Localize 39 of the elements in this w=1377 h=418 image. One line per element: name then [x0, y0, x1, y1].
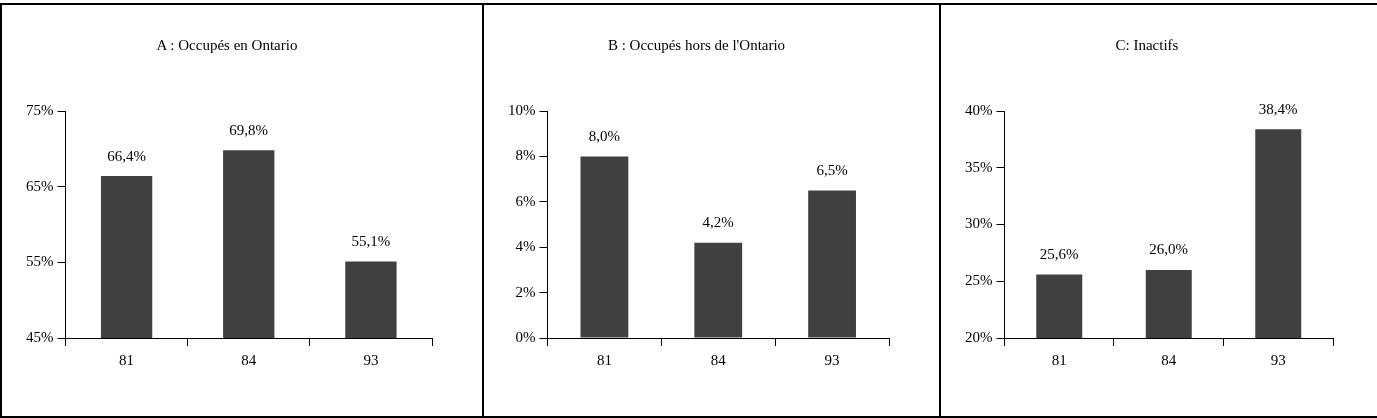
x-tick-label: 81	[596, 351, 612, 368]
x-tick-label: 93	[1270, 351, 1286, 368]
data-label: 26,0%	[1149, 241, 1189, 258]
data-label: 66,4%	[107, 147, 146, 164]
y-tick-label: 30%	[965, 215, 993, 232]
y-tick-label: 20%	[965, 328, 993, 345]
data-label: 55,1%	[351, 233, 391, 250]
y-tick-label: 6%	[515, 192, 536, 209]
data-label: 38,4%	[1258, 100, 1298, 117]
data-label: 4,2%	[702, 214, 734, 231]
chart-title: C: Inactifs	[1115, 36, 1179, 53]
chart-title: B : Occupés hors de l'Ontario	[607, 36, 786, 53]
y-tick-label: 65%	[26, 177, 54, 194]
y-tick-label: 75%	[26, 101, 54, 118]
bar	[808, 190, 856, 338]
data-label: 25,6%	[1039, 245, 1079, 262]
bar	[694, 242, 743, 338]
data-label: 6,5%	[816, 161, 848, 178]
y-tick-label: 35%	[965, 158, 993, 175]
x-tick-label: 81	[119, 351, 135, 368]
y-tick-label: 45%	[26, 328, 54, 345]
y-tick-label: 40%	[965, 101, 993, 118]
x-tick-label: 84	[710, 351, 727, 368]
x-tick-label: 81	[1051, 351, 1067, 368]
data-label: 69,8%	[229, 121, 269, 138]
y-tick-label: 10%	[508, 101, 536, 118]
x-tick-label: 93	[824, 351, 840, 368]
x-tick-label: 84	[241, 351, 257, 368]
y-tick-label: 8%	[515, 147, 536, 164]
x-tick-label: 84	[1161, 351, 1177, 368]
x-tick-label: 93	[363, 351, 379, 368]
y-tick-label: 2%	[515, 283, 536, 300]
bar	[580, 156, 629, 338]
y-tick-label: 0%	[515, 328, 536, 345]
y-tick-label: 4%	[515, 238, 536, 255]
y-tick-label: 55%	[26, 253, 54, 270]
chart-title: A : Occupés en Ontario	[156, 36, 298, 53]
data-label: 8,0%	[588, 127, 621, 144]
y-tick-label: 25%	[965, 272, 993, 289]
